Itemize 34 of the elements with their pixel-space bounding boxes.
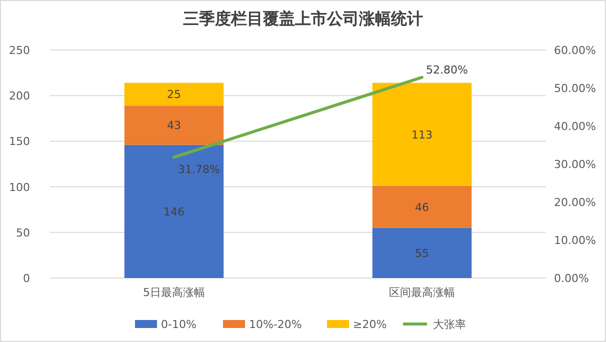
legend-label: 0-10%	[161, 318, 196, 331]
legend-label: 大张率	[433, 318, 466, 331]
bar	[372, 186, 472, 228]
bar	[372, 82, 472, 186]
data-label: 113	[412, 128, 432, 142]
bar	[124, 106, 224, 145]
legend-label: ≥20%	[353, 318, 387, 331]
data-label: 52.80%	[426, 63, 468, 76]
bar	[372, 228, 472, 278]
data-label: 46	[415, 200, 429, 214]
y2-tick-label: 50.00%	[554, 82, 596, 95]
legend-label: 10%-20%	[249, 318, 302, 331]
bar	[124, 144, 224, 278]
y2-tick-label: 60.00%	[554, 44, 596, 57]
y-tick-label: 150	[9, 135, 30, 148]
y2-tick-label: 0.00%	[554, 272, 589, 285]
x-tick-label: 区间最高涨幅	[389, 286, 455, 299]
y2-tick-label: 40.00%	[554, 120, 596, 133]
y-tick-label: 200	[9, 90, 30, 103]
y2-tick-label: 30.00%	[554, 158, 596, 171]
data-label: 31.78%	[178, 163, 220, 176]
y2-tick-label: 20.00%	[554, 196, 596, 209]
y-tick-label: 250	[9, 44, 30, 57]
data-label: 43	[167, 119, 181, 132]
x-tick-label: 5日最高涨幅	[143, 286, 205, 299]
data-label: 146	[164, 205, 184, 218]
y-tick-label: 0	[23, 272, 30, 285]
y2-tick-label: 10.00%	[554, 234, 596, 247]
data-label: 25	[167, 88, 181, 102]
y-tick-label: 50	[16, 226, 30, 240]
y-tick-label: 100	[9, 180, 30, 194]
bar	[124, 82, 224, 106]
chart-title: 三季度栏目覆盖上市公司涨幅统计	[183, 9, 423, 28]
data-label: 55	[415, 246, 429, 260]
